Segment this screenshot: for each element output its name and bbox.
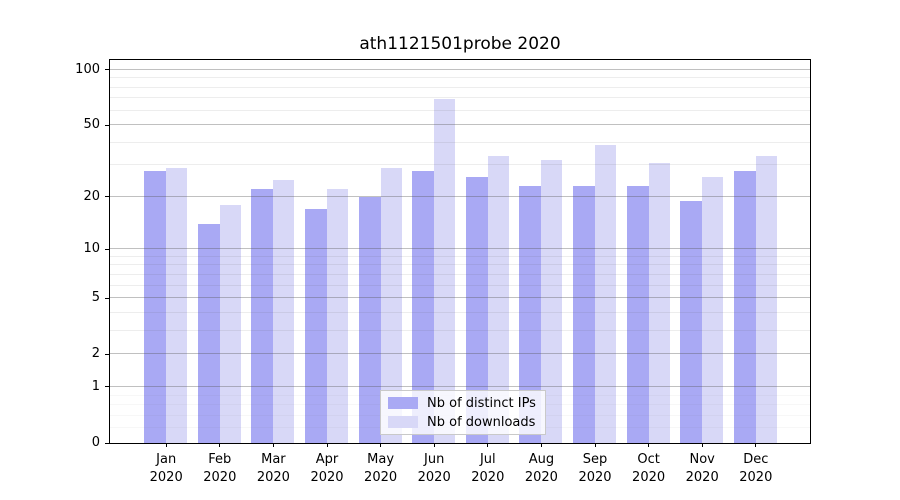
bar-downloads-may: [380, 168, 402, 443]
bar-downloads-apr: [327, 189, 348, 443]
x-tick-sep: [594, 443, 596, 447]
y-tick-10: [105, 248, 110, 250]
gridline-100: [110, 68, 810, 70]
x-tick-jul: [487, 443, 489, 447]
bar-distinct-ips-nov: [680, 200, 703, 443]
bar-distinct-ips-apr: [305, 209, 327, 443]
x-tick-apr: [326, 443, 328, 447]
x-tick-label-may: May 2020: [364, 452, 398, 485]
legend-swatch-downloads: [388, 416, 418, 428]
y-tick-label-10: 10: [83, 241, 100, 257]
x-tick-label-jul: Jul 2020: [471, 452, 505, 485]
bar-downloads-oct: [648, 162, 670, 443]
x-tick-label-jan: Jan 2020: [149, 452, 183, 485]
gridline-40: [110, 141, 810, 143]
y-tick-20: [105, 196, 110, 198]
gridline-80: [110, 86, 810, 88]
gridline-90: [110, 77, 810, 79]
gridline-30: [110, 164, 810, 166]
bar-distinct-ips-oct: [626, 186, 649, 443]
bar-downloads-mar: [273, 179, 295, 443]
y-tick-label-0: 0: [91, 435, 100, 450]
legend-label-downloads: Nb of downloads: [427, 414, 536, 430]
bar-distinct-ips-aug: [519, 186, 542, 443]
y-tick-label-2: 2: [91, 346, 100, 362]
bar-distinct-ips-sep: [573, 186, 595, 443]
bar-downloads-nov: [702, 176, 724, 443]
x-tick-oct: [648, 443, 650, 447]
y-tick-label-20: 20: [83, 188, 100, 204]
bar-distinct-ips-feb: [197, 224, 220, 443]
x-tick-feb: [219, 443, 221, 447]
y-tick-1: [105, 386, 110, 388]
bar-downloads-sep: [595, 144, 616, 443]
gridline-60: [110, 109, 810, 111]
y-tick-label-100: 100: [75, 61, 100, 77]
legend: Nb of distinct IPs Nb of downloads: [380, 390, 546, 435]
bar-downloads-feb: [219, 204, 241, 443]
y-tick-label-1: 1: [91, 378, 100, 394]
bar-downloads-jun: [434, 99, 456, 443]
gridline-70: [110, 97, 810, 99]
x-tick-label-feb: Feb 2020: [203, 452, 237, 485]
bar-downloads-aug: [541, 160, 563, 443]
x-tick-label-sep: Sep 2020: [578, 452, 612, 485]
bar-distinct-ips-may: [358, 196, 381, 443]
legend-item-distinct-ips: Nb of distinct IPs: [388, 396, 538, 411]
x-tick-label-dec: Dec 2020: [739, 452, 773, 485]
y-tick-50: [105, 124, 110, 126]
x-tick-jan: [165, 443, 167, 447]
x-tick-label-apr: Apr 2020: [310, 452, 344, 485]
x-tick-dec: [755, 443, 757, 447]
x-tick-aug: [540, 443, 542, 447]
bar-distinct-ips-dec: [733, 170, 756, 443]
x-tick-label-jun: Jun 2020: [417, 452, 451, 485]
x-tick-label-mar: Mar 2020: [256, 452, 290, 485]
legend-label-distinct-ips: Nb of distinct IPs: [427, 395, 536, 411]
x-tick-label-aug: Aug 2020: [524, 452, 558, 485]
x-tick-nov: [701, 443, 703, 447]
gridline-50: [110, 124, 810, 125]
bar-distinct-ips-jan: [144, 170, 167, 443]
x-tick-mar: [272, 443, 274, 447]
y-tick-2: [105, 353, 110, 355]
legend-swatch-distinct-ips: [388, 397, 418, 409]
bar-downloads-jul: [487, 155, 509, 443]
y-tick-label-5: 5: [91, 290, 100, 306]
x-tick-label-oct: Oct 2020: [632, 452, 666, 485]
x-tick-may: [380, 443, 382, 447]
legend-item-downloads: Nb of downloads: [388, 415, 538, 430]
bar-distinct-ips-jun: [412, 170, 435, 443]
y-tick-label-50: 50: [83, 117, 100, 132]
bar-downloads-jan: [166, 168, 188, 443]
y-tick-0: [105, 442, 110, 444]
bar-distinct-ips-jul: [465, 176, 488, 443]
chart-title: ath1121501probe 2020: [359, 34, 561, 54]
bar-downloads-dec: [755, 155, 777, 443]
bar-distinct-ips-mar: [251, 189, 274, 443]
x-tick-label-nov: Nov 2020: [685, 452, 719, 485]
y-tick-100: [105, 69, 110, 71]
x-tick-jun: [433, 443, 435, 447]
plot-area: [110, 60, 810, 443]
y-tick-5: [105, 297, 110, 299]
